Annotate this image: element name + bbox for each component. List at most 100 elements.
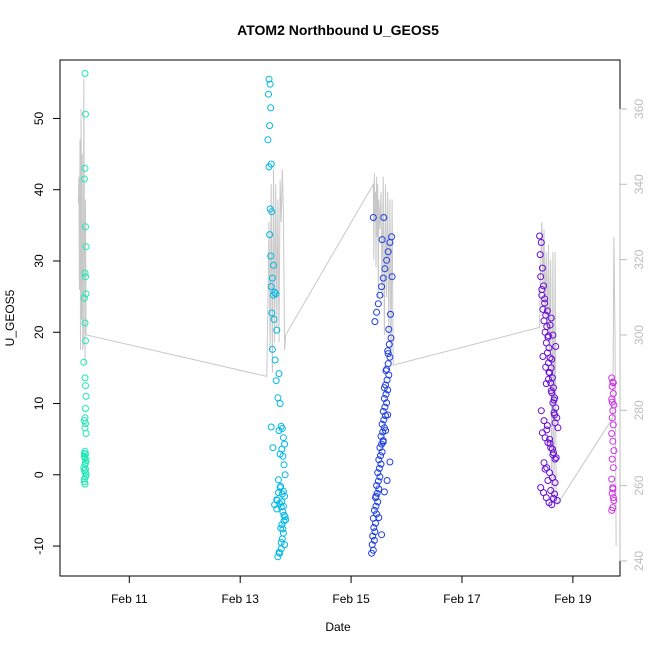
data-point <box>552 343 560 350</box>
data-point <box>371 318 379 326</box>
data-point <box>368 541 376 549</box>
data-point <box>545 375 552 383</box>
data-point <box>370 536 378 544</box>
y2-tick-label: 360 <box>632 99 646 119</box>
data-point <box>375 514 383 522</box>
chart-title: ATOM2 Northbound U_GEOS5 <box>237 22 439 38</box>
y-tick-label: 40 <box>32 183 46 197</box>
data-point <box>372 502 380 510</box>
data-point <box>551 479 559 487</box>
data-point <box>272 290 280 298</box>
y2-tick-label: 240 <box>632 551 646 571</box>
data-point <box>276 400 284 407</box>
data-point <box>280 517 288 525</box>
data-point <box>267 423 275 431</box>
data-point <box>384 347 392 355</box>
data-point <box>278 535 286 543</box>
data-point <box>543 422 551 430</box>
data-point <box>608 489 616 497</box>
data-point <box>548 355 556 363</box>
data-point <box>82 382 89 390</box>
data-point <box>546 354 554 362</box>
data-point <box>369 532 377 540</box>
data-point <box>266 231 274 239</box>
data-point <box>277 539 285 546</box>
data-point <box>377 452 384 460</box>
data-point <box>380 416 388 424</box>
data-point <box>378 420 386 428</box>
data-point <box>268 345 276 353</box>
data-point <box>81 269 89 277</box>
data-point <box>267 104 275 112</box>
data-point <box>376 473 384 481</box>
data-point <box>383 399 391 407</box>
data-point <box>549 451 557 459</box>
series-1 <box>80 70 90 488</box>
data-point <box>375 464 383 472</box>
data-point <box>375 485 383 493</box>
series-3 <box>368 214 396 557</box>
data-point <box>281 513 289 521</box>
data-point <box>374 300 382 308</box>
data-point <box>551 490 559 498</box>
data-point <box>380 384 388 392</box>
data-point <box>374 477 382 485</box>
data-point <box>80 294 88 302</box>
data-point <box>541 295 549 303</box>
data-point <box>278 425 286 432</box>
data-point <box>609 437 617 445</box>
x-tick-label: Feb 11 <box>111 592 148 606</box>
data-point <box>554 424 562 432</box>
data-point <box>275 370 283 378</box>
data-point <box>546 321 554 329</box>
data-point <box>373 510 381 518</box>
data-point <box>266 80 274 88</box>
data-point <box>380 214 388 221</box>
data-point <box>386 458 394 466</box>
data-point <box>269 444 277 452</box>
data-point <box>387 334 395 342</box>
x-tick-label: Feb 13 <box>222 592 260 606</box>
data-point <box>80 449 88 457</box>
data-point <box>82 405 89 412</box>
data-points-layer <box>80 70 618 561</box>
data-point <box>610 497 618 504</box>
y-tick-label: 10 <box>32 397 46 411</box>
y2-tick-label: 260 <box>632 475 646 495</box>
data-point <box>80 358 88 366</box>
data-point <box>540 317 548 325</box>
data-point <box>276 484 284 492</box>
data-point <box>278 521 286 529</box>
data-point <box>550 396 558 404</box>
data-point <box>82 223 89 231</box>
data-point <box>547 487 555 494</box>
data-point <box>279 502 287 510</box>
data-point <box>264 136 272 144</box>
data-point <box>80 175 88 183</box>
data-point <box>279 452 287 460</box>
data-point <box>81 424 89 432</box>
data-point <box>279 434 287 442</box>
data-point <box>551 411 559 419</box>
data-point <box>268 309 276 317</box>
data-point <box>275 549 283 556</box>
data-point <box>376 444 384 452</box>
data-point <box>608 395 616 403</box>
data-point <box>538 264 546 272</box>
data-point <box>608 506 616 514</box>
data-point <box>610 447 618 455</box>
data-point <box>373 482 381 489</box>
data-point <box>608 382 616 390</box>
data-point <box>267 283 275 291</box>
data-point <box>547 387 555 395</box>
data-point <box>609 485 617 493</box>
data-point <box>270 315 278 323</box>
data-point <box>371 528 379 536</box>
data-point <box>82 290 90 298</box>
data-point <box>281 471 289 479</box>
data-point <box>382 427 389 435</box>
data-point <box>271 356 279 364</box>
data-point <box>545 368 553 376</box>
